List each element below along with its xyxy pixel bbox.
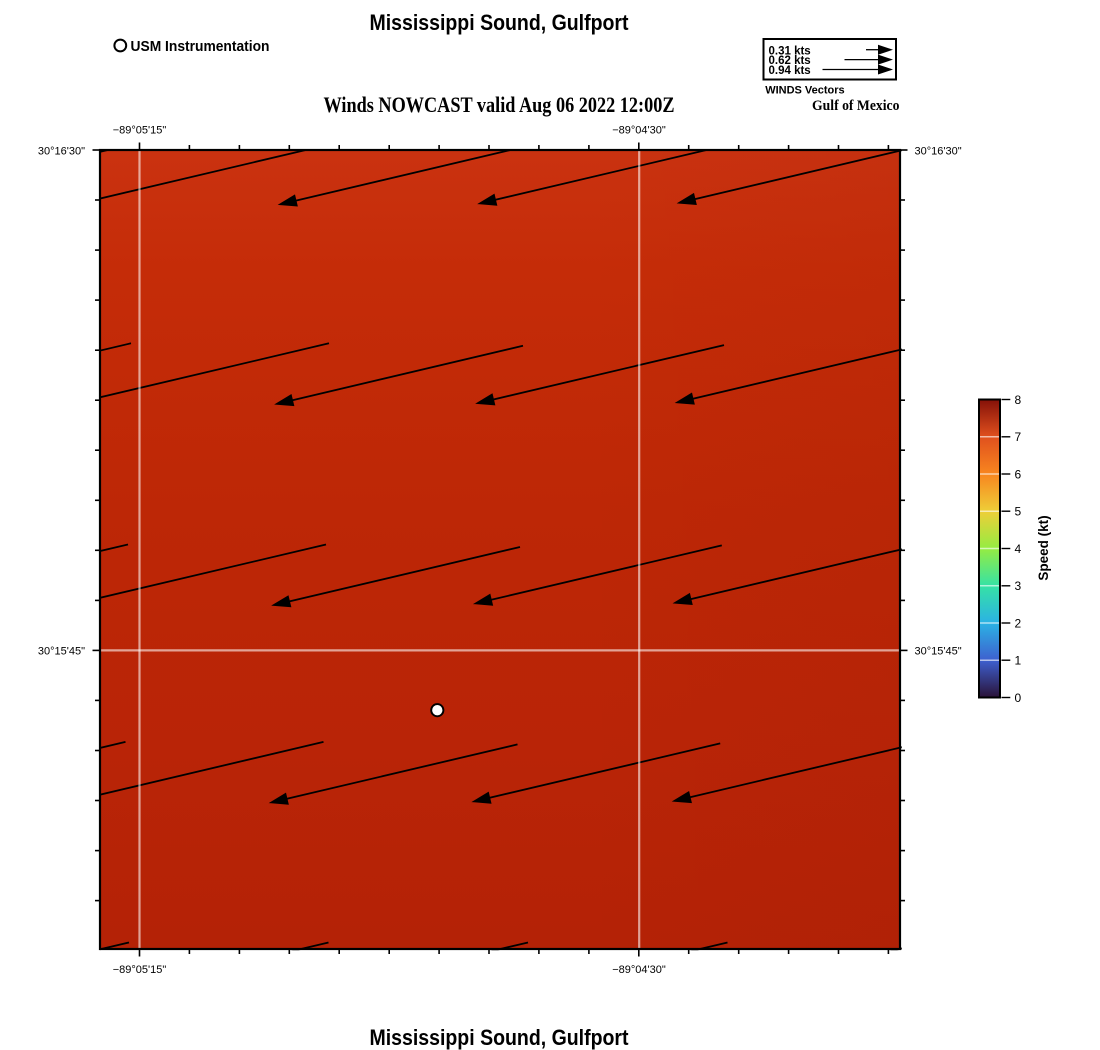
- svg-text:Mississippi Sound, Gulfport: Mississippi Sound, Gulfport: [370, 10, 630, 35]
- svg-text:USM Instrumentation: USM Instrumentation: [131, 38, 270, 55]
- svg-text:−89°05'15": −89°05'15": [113, 125, 167, 137]
- svg-text:7: 7: [1015, 430, 1022, 444]
- svg-text:Speed (kt): Speed (kt): [1036, 515, 1051, 580]
- svg-text:1: 1: [1015, 654, 1022, 668]
- svg-text:Mississippi Sound, Gulfport: Mississippi Sound, Gulfport: [370, 1025, 630, 1050]
- svg-text:5: 5: [1015, 505, 1022, 519]
- svg-text:Winds NOWCAST valid Aug 06 202: Winds NOWCAST valid Aug 06 2022 12:00Z: [324, 92, 675, 117]
- svg-text:8: 8: [1015, 393, 1022, 407]
- svg-text:30°16'30": 30°16'30": [38, 145, 85, 157]
- svg-text:0: 0: [1015, 691, 1022, 705]
- svg-text:−89°04'30": −89°04'30": [612, 964, 666, 976]
- svg-text:0.94 kts: 0.94 kts: [769, 65, 811, 77]
- svg-text:30°15'45": 30°15'45": [915, 645, 962, 657]
- svg-text:30°15'45": 30°15'45": [38, 645, 85, 657]
- svg-text:6: 6: [1015, 467, 1022, 481]
- svg-text:2: 2: [1015, 616, 1022, 630]
- svg-text:−89°05'15": −89°05'15": [113, 964, 167, 976]
- svg-text:30°16'30": 30°16'30": [915, 145, 962, 157]
- svg-text:0.62 kts: 0.62 kts: [769, 55, 811, 67]
- svg-text:Gulf of Mexico: Gulf of Mexico: [812, 98, 900, 114]
- svg-text:WINDS Vectors: WINDS Vectors: [765, 84, 844, 96]
- svg-text:−89°04'30": −89°04'30": [612, 125, 666, 137]
- svg-text:3: 3: [1015, 579, 1022, 593]
- svg-text:4: 4: [1015, 542, 1022, 556]
- svg-text:0.31 kts: 0.31 kts: [769, 45, 811, 57]
